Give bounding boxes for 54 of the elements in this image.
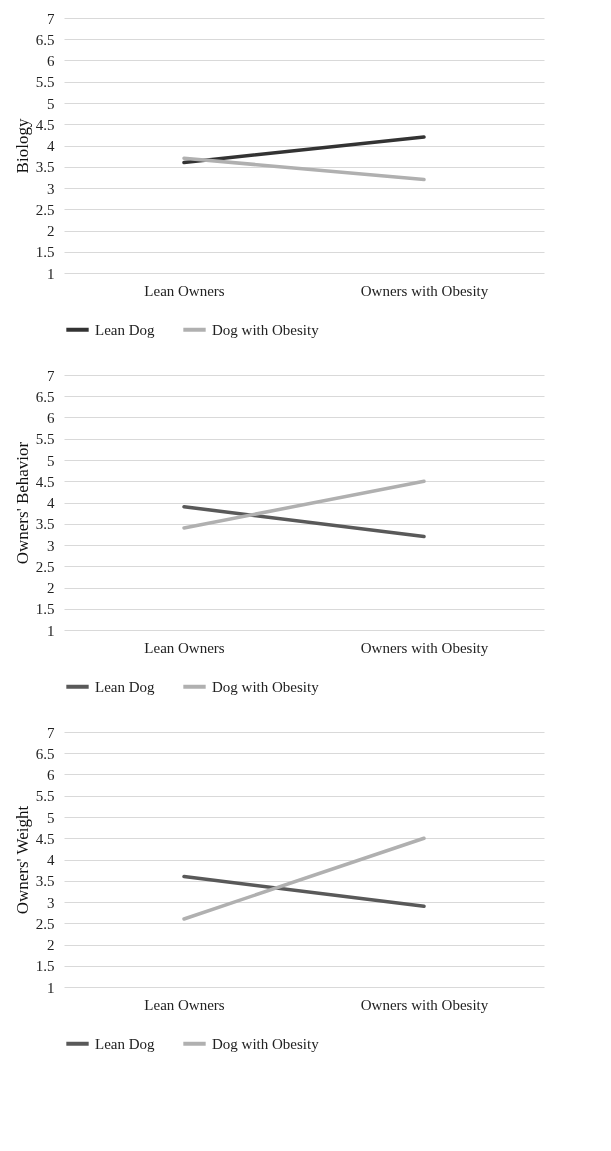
x-tick-label: Owners with Obesity [360,639,489,656]
y-tick-label: 6.5 [35,745,55,762]
y-tick-label: 6.5 [35,31,55,48]
y-tick-label: 4.5 [35,830,55,847]
y-tick-label: 4 [47,138,55,154]
y-tick-label: 2 [47,937,55,953]
y-tick-label: 3.5 [35,159,55,176]
x-tick-label: Lean Owners [144,282,225,299]
y-tick-label: 3.5 [35,516,55,533]
y-tick-label: 4.5 [35,116,55,133]
y-tick-label: 4 [47,495,55,511]
legend-label: Lean Dog [95,678,156,695]
x-tick-label: Lean Owners [144,639,225,656]
y-tick-label: 2 [47,580,55,596]
y-tick-label: 5 [47,95,55,112]
y-tick-label: 2 [47,223,55,239]
x-tick-label: Owners with Obesity [360,996,489,1013]
legend-label: Lean Dog [95,321,156,338]
y-tick-label: 7 [47,724,55,741]
y-tick-label: 3 [47,537,55,554]
y-tick-label: 5.5 [35,788,55,805]
y-tick-label: 7 [47,367,55,384]
y-tick-label: 1.5 [35,244,55,261]
y-tick-label: 4 [47,852,55,868]
y-tick-label: 2.5 [35,558,55,575]
y-tick-label: 5 [47,809,55,826]
y-tick-label: 4.5 [35,473,55,490]
y-tick-label: 1.5 [35,601,55,618]
y-tick-label: 5 [47,452,55,469]
y-tick-label: 1 [47,979,55,996]
y-tick-label: 3 [47,894,55,911]
y-axis-title: Owners' Behavior [12,441,32,565]
y-tick-label: 5.5 [35,74,55,91]
y-tick-label: 7 [47,10,55,27]
y-tick-label: 6.5 [35,388,55,405]
y-tick-label: 6 [47,410,55,426]
y-tick-label: 2.5 [35,915,55,932]
y-axis-title: Owners' Weight [12,805,32,915]
y-tick-label: 1 [47,265,55,282]
legend-label: Dog with Obesity [212,678,320,695]
legend-label: Dog with Obesity [212,1035,320,1052]
y-tick-label: 1.5 [35,958,55,975]
y-tick-label: 2.5 [35,201,55,218]
x-tick-label: Lean Owners [144,996,225,1013]
legend-label: Lean Dog [95,1035,156,1052]
legend-label: Dog with Obesity [212,321,320,338]
y-tick-label: 3.5 [35,873,55,890]
y-axis-title: Biology [12,118,32,174]
y-tick-label: 6 [47,53,55,69]
y-tick-label: 6 [47,767,55,783]
x-tick-label: Owners with Obesity [360,282,489,299]
y-tick-label: 3 [47,180,55,197]
y-tick-label: 5.5 [35,431,55,448]
y-tick-label: 1 [47,622,55,639]
